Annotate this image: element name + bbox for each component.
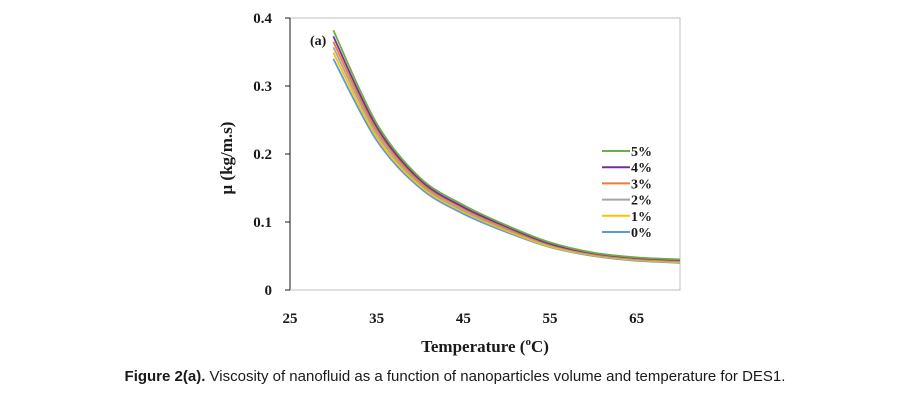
y-tick-label: 0.1 [253,215,272,231]
legend-label: 1% [631,210,652,225]
panel-label: (a) [310,34,327,49]
series-line-5pct [332,29,681,261]
y-tick-label: 0.2 [253,147,272,163]
x-tick-label: 35 [369,311,384,327]
legend: 5%4%3% 2%1%0% [602,145,652,241]
x-axis-unit-suffix: C) [531,337,549,356]
legend-label: 3% [631,177,652,192]
plot-area [289,17,681,291]
y-axis-ticks: 0 0.1 0.2 0.3 0.4 [253,11,290,299]
caption-figure-number: Figure 2(a). [124,368,206,385]
x-axis-unit-prefix: ( [520,337,526,356]
x-axis-unit-sup: o [525,336,531,348]
viscosity-chart: 0 0.1 0.2 0.3 0.4 25 35 45 55 65 5%4%3% 2%1%0% (a… [217,11,681,356]
legend-label: 0% [631,226,652,241]
y-tick-label: 0.3 [253,79,272,95]
x-tick-label: 45 [456,311,471,327]
x-tick-label: 55 [543,311,558,327]
series-lines [332,29,681,264]
x-tick-label: 65 [629,311,644,327]
x-axis-ticks: 25 35 45 55 65 [283,311,645,327]
legend-label: 2% [631,194,652,209]
figure-caption: Figure 2(a). Viscosity of nanofluid as a… [0,368,910,385]
y-tick-label: 0 [265,283,273,299]
y-axis-title: μ (kg/m.s) [217,122,236,195]
x-axis-title-text: Temperature [421,337,516,356]
caption-text: Viscosity of nanofluid as a function of … [205,368,786,385]
legend-label: 4% [631,161,652,176]
y-tick-label: 0.4 [253,11,272,27]
x-axis-title: Temperature (oC) [421,336,549,356]
x-tick-label: 25 [283,311,298,327]
legend-label: 5% [631,145,652,160]
